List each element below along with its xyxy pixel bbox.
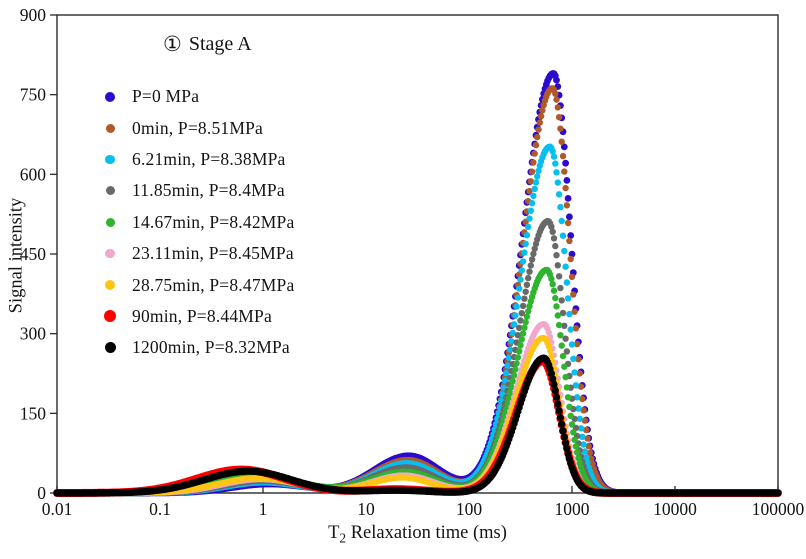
legend-item: 11.85min, P=8.4MPa [99,175,294,206]
legend-label: 6.21min, P=8.38MPa [132,148,286,169]
legend-marker-box [99,248,121,259]
x-tick-label: 1000 [555,499,590,519]
legend-marker-box [99,310,121,323]
stage-annotation: ① Stage A [163,33,252,56]
legend-marker-box [99,342,121,354]
x-axis-title-post: Relaxation time (ms) [346,523,507,543]
circled-one-icon: ① [163,32,182,56]
y-tick-label: 750 [20,85,47,105]
legend-marker-icon [105,217,115,227]
y-tick-label: 450 [20,244,47,264]
x-tick-label: 0.01 [42,499,73,519]
legend-label: 90min, P=8.44MPa [132,305,272,326]
x-axis-ticks: 0.01 0.1 1 10 100 1000 10000 100000 [42,486,805,519]
y-tick-label: 150 [20,403,47,423]
legend: P=0 MPa 0min, P=8.51MPa 6.21min, P=8.38MPa… [99,81,294,364]
legend-item: 28.75min, P=8.47MPa [99,269,294,300]
legend-label: 28.75min, P=8.47MPa [132,274,295,295]
legend-label: 1200min, P=8.32MPa [132,337,290,358]
x-axis-title: T2 Relaxation time (ms) [57,523,778,547]
legend-item: 1200min, P=8.32MPa [99,332,294,363]
legend-marker-box [99,280,121,291]
legend-marker-box [99,123,121,133]
x-tick-label: 10 [357,499,375,519]
y-tick-label: 600 [20,164,47,184]
legend-label: 23.11min, P=8.45MPa [132,243,294,264]
x-tick-label: 10000 [653,499,697,519]
legend-label: 14.67min, P=8.42MPa [132,211,295,232]
legend-marker-icon [105,154,115,165]
x-tick-label: 100 [456,499,483,519]
legend-item: 0min, P=8.51MPa [99,112,294,143]
legend-marker-icon [104,310,116,323]
x-tick-label: 1 [259,499,268,519]
legend-marker-box [99,186,121,196]
legend-label: P=0 MPa [132,86,200,107]
x-tick-label: 100000 [752,499,805,519]
y-tick-label: 0 [37,483,46,503]
legend-marker-icon [105,91,115,102]
x-axis-title-sub: 2 [339,530,347,546]
legend-item: P=0 MPa [99,81,294,112]
y-axis-ticks: 0 150 300 450 600 750 900 [20,5,57,503]
series-points-1200min-p-8.32mpa [53,354,782,497]
y-tick-label: 900 [20,5,47,25]
legend-marker-box [99,217,121,227]
legend-item: 14.67min, P=8.42MPa [99,207,294,238]
y-tick-label: 300 [20,324,47,344]
legend-label: 11.85min, P=8.4MPa [132,180,285,201]
legend-item: 23.11min, P=8.45MPa [99,238,294,269]
legend-item: 6.21min, P=8.38MPa [99,144,294,175]
x-tick-label: 0.1 [149,499,171,519]
legend-marker-box [99,154,121,165]
legend-marker-icon [105,248,115,259]
legend-marker-box [99,91,121,102]
x-axis-title-pre: T [328,523,340,543]
legend-marker-icon [105,123,115,133]
legend-marker-icon [105,186,115,196]
stage-label: Stage A [188,33,252,55]
legend-item: 90min, P=8.44MPa [99,301,294,332]
y-axis-title: Signal intensity [6,197,27,314]
legend-marker-icon [104,342,116,354]
legend-label: 0min, P=8.51MPa [132,117,264,138]
legend-marker-icon [105,280,115,291]
